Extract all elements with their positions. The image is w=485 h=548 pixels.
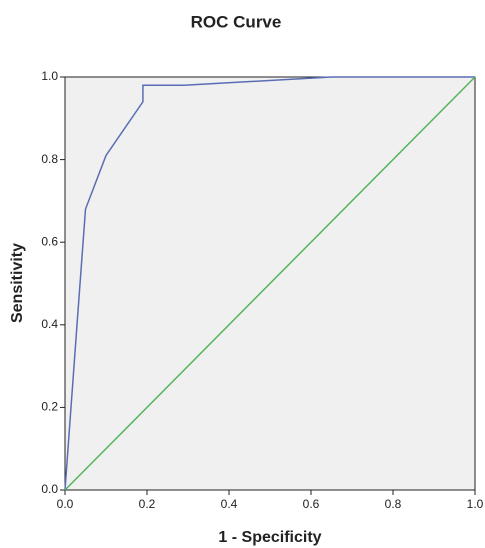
x-tick-label: 0.8 [385,497,402,511]
x-tick-label: 0.0 [57,497,74,511]
y-axis-title: Sensitivity [9,243,26,323]
series-line [64,76,475,491]
x-tick-label: 1.0 [467,497,484,511]
series-line [64,76,476,491]
y-tick-label: 0.8 [41,152,58,166]
y-tick-label: 0.4 [41,317,58,331]
y-tick-label: 1.0 [41,69,58,83]
x-tick-label: 0.6 [303,497,320,511]
y-tick-label: 0.6 [41,234,58,248]
y-tick-label: 0.0 [41,482,58,496]
chart-title: ROC Curve [191,12,282,31]
x-tick-label: 0.4 [221,497,238,511]
x-tick-label: 0.2 [139,497,156,511]
x-axis-title: 1 - Specificity [218,529,321,546]
y-tick-label: 0.2 [41,400,58,414]
